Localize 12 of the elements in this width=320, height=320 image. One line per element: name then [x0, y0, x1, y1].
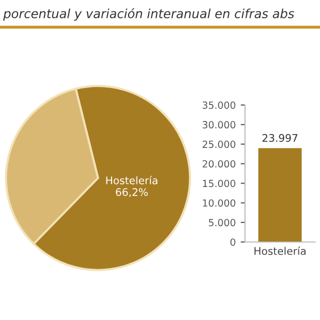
- slice-label: Hostelería: [106, 176, 158, 184]
- y-tick-label: 35.000: [202, 101, 236, 109]
- data-label: 66,2%: [116, 188, 148, 198]
- y-tick-label: 25.000: [202, 140, 236, 148]
- y-tick-label: 5.000: [208, 218, 236, 226]
- y-tick-label: 15.000: [203, 180, 236, 188]
- y-tick-label: 20.000: [202, 160, 236, 168]
- y-tick-label: 30.000: [202, 121, 236, 128]
- data-label: 23.997: [262, 134, 298, 142]
- y-tick-label: 10.000: [203, 199, 236, 207]
- chart-title: porcentual y variación interanual en cifras abs: [3, 8, 294, 21]
- y-tick-label: 0: [230, 238, 236, 246]
